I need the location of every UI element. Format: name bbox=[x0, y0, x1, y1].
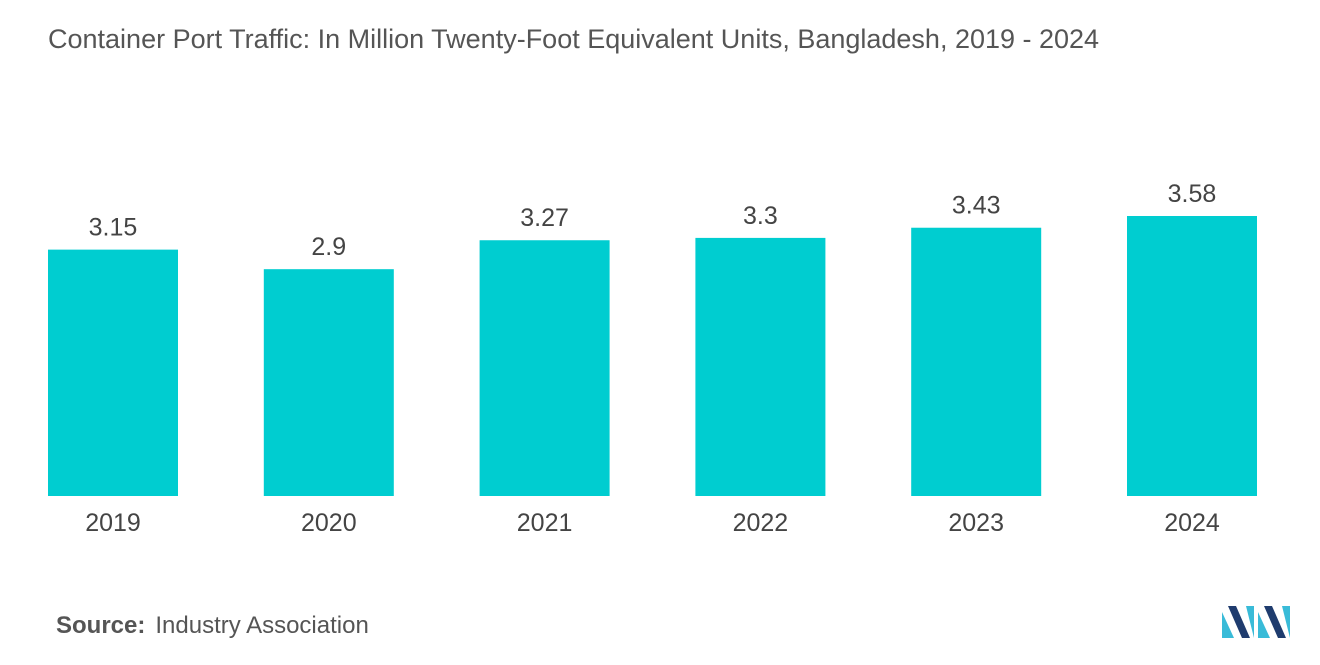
x-tick-label-2023: 2023 bbox=[948, 509, 1004, 537]
bar-2020 bbox=[263, 269, 394, 496]
data-label-2022: 3.3 bbox=[743, 202, 778, 230]
source-value: Industry Association bbox=[155, 612, 369, 639]
bar-chart: 3.15 2019 2.9 2020 3.27 2021 3.3 2022 3.43 2023 3.… bbox=[48, 180, 1257, 537]
bar-2024 bbox=[1127, 216, 1257, 496]
data-label-2021: 3.27 bbox=[520, 204, 569, 232]
x-tick-label-2024: 2024 bbox=[1164, 509, 1220, 537]
data-label-2024: 3.58 bbox=[1168, 180, 1217, 208]
bar-2023 bbox=[911, 227, 1042, 496]
x-tick-label-2022: 2022 bbox=[733, 509, 789, 537]
bar-2019 bbox=[48, 249, 178, 496]
source-note: Source: Industry Association bbox=[56, 612, 369, 640]
source-label: Source: bbox=[56, 612, 146, 639]
x-tick-label-2020: 2020 bbox=[301, 509, 357, 537]
x-tick-label-2019: 2019 bbox=[85, 509, 141, 537]
data-label-2023: 3.43 bbox=[952, 192, 1001, 220]
data-label-2020: 2.9 bbox=[311, 233, 346, 261]
chart-title: Container Port Traffic: In Million Twent… bbox=[48, 24, 1100, 54]
data-label-2019: 3.15 bbox=[89, 214, 138, 242]
x-tick-label-2021: 2021 bbox=[517, 509, 573, 537]
bar-2021 bbox=[479, 240, 610, 496]
bar-2022 bbox=[695, 237, 826, 496]
mordor-intelligence-logo-icon bbox=[1222, 606, 1290, 638]
